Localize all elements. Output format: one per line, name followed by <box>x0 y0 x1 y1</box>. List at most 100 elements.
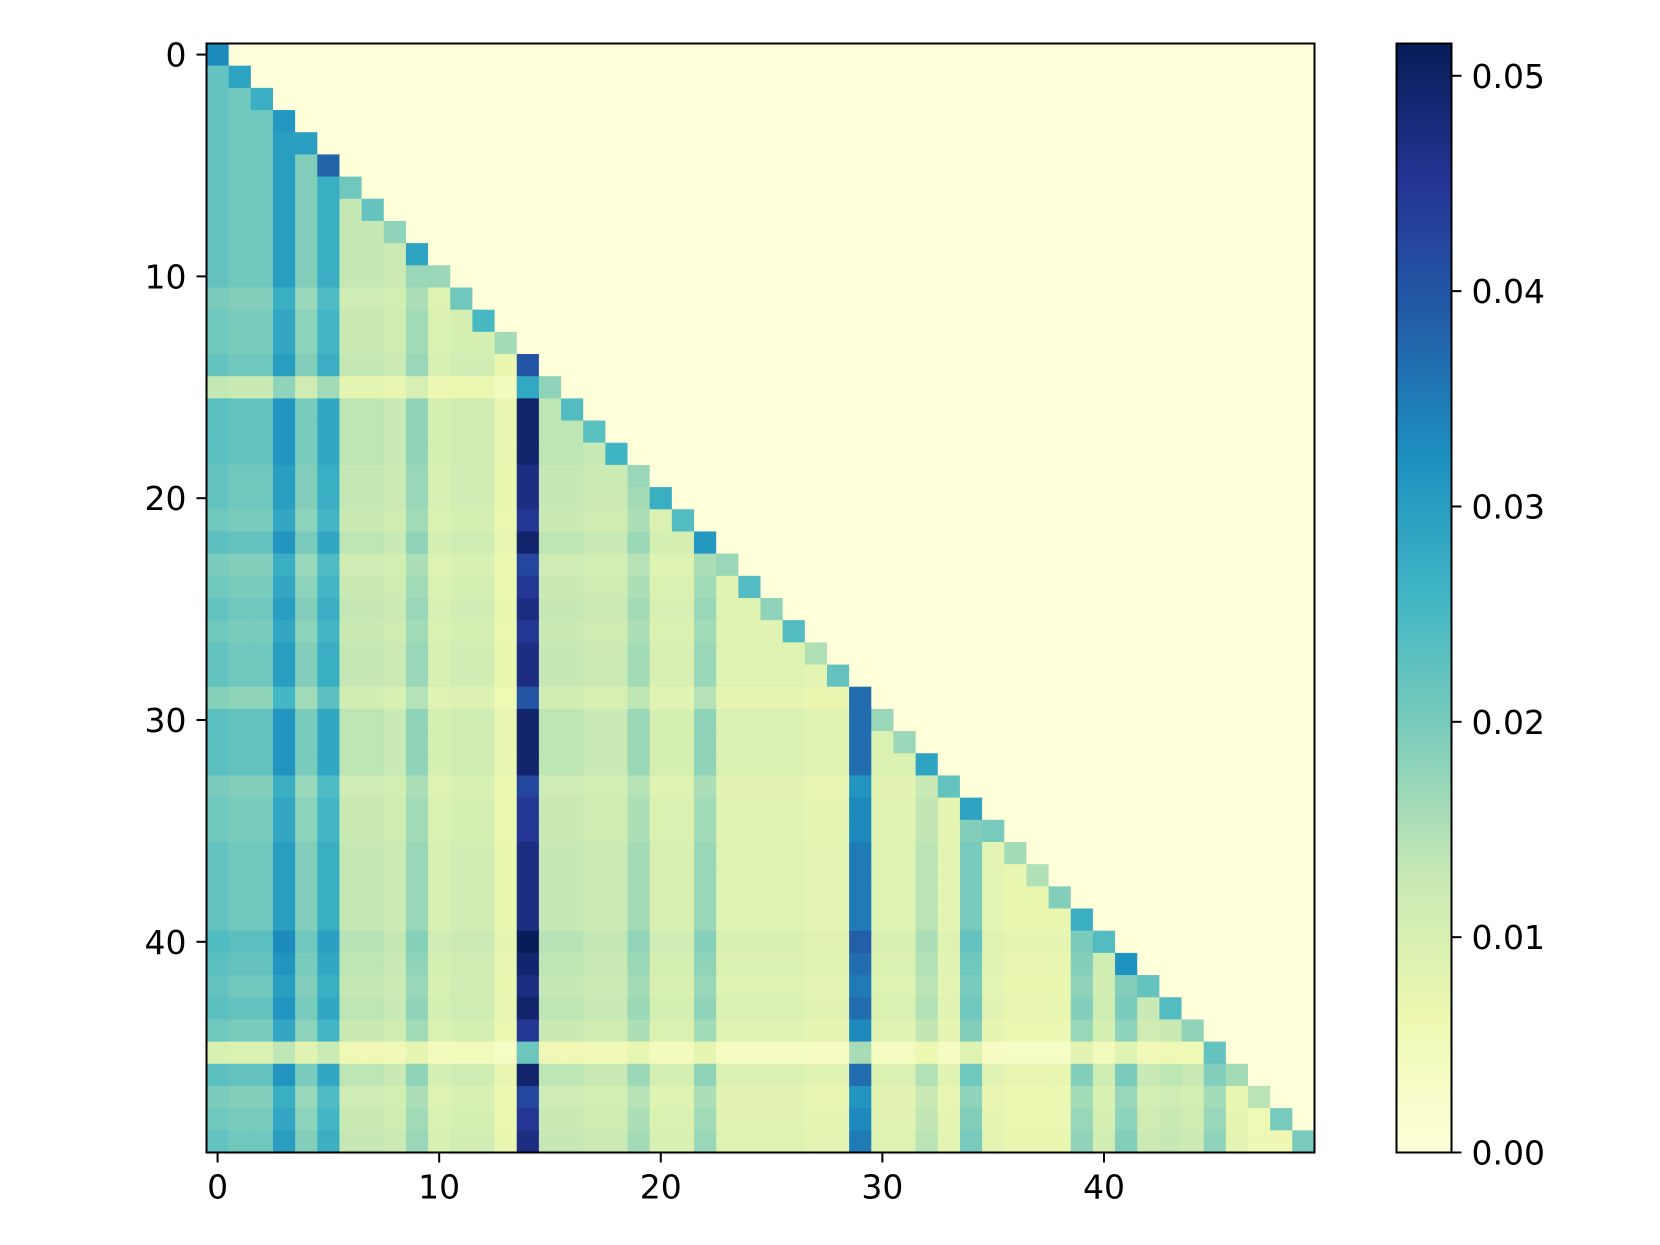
heatmap-cell <box>937 65 961 89</box>
heatmap-cell <box>295 87 318 111</box>
heatmap-cell <box>1004 997 1028 1021</box>
heatmap-cell <box>1137 1041 1160 1065</box>
heatmap-cell <box>494 642 518 666</box>
heatmap-cell <box>472 331 496 355</box>
heatmap-cell <box>694 1063 717 1087</box>
heatmap-cell <box>649 154 673 178</box>
colorbar <box>1395 42 1453 1154</box>
y-tick-label: 30 <box>145 701 187 740</box>
heatmap-cell <box>317 487 341 510</box>
heatmap-cell <box>494 952 518 976</box>
heatmap-cell <box>206 598 230 621</box>
heatmap-cell <box>405 708 429 732</box>
heatmap-cell <box>627 664 651 688</box>
heatmap-cell <box>339 110 363 133</box>
heatmap-cell <box>1048 997 1072 1021</box>
heatmap-cell <box>871 287 895 311</box>
heatmap-cell <box>295 841 318 865</box>
heatmap-cell <box>1070 154 1094 178</box>
heatmap-cell <box>1004 686 1028 710</box>
heatmap-cell <box>804 110 828 133</box>
heatmap-cell <box>1092 997 1116 1021</box>
heatmap-cell <box>1026 442 1050 466</box>
heatmap-cell <box>826 753 850 777</box>
heatmap-cell <box>738 664 762 688</box>
heatmap-cell <box>295 686 318 710</box>
heatmap-cell <box>1137 575 1160 599</box>
heatmap-cell <box>871 598 895 621</box>
heatmap-cell <box>1159 420 1183 444</box>
heatmap-cell <box>982 509 1005 533</box>
heatmap-cell <box>1181 65 1205 89</box>
heatmap-cell <box>1092 287 1116 311</box>
heatmap-cell <box>716 686 739 710</box>
heatmap-cell <box>782 110 806 133</box>
heatmap-cell <box>849 154 872 178</box>
heatmap-cell <box>1159 531 1183 555</box>
heatmap-cell <box>1292 886 1316 910</box>
heatmap-cell <box>849 708 872 732</box>
heatmap-cell <box>583 354 606 377</box>
heatmap-cell <box>1048 132 1072 155</box>
heatmap-cell <box>1070 997 1094 1021</box>
heatmap-cell <box>627 420 651 444</box>
heatmap-cell <box>1115 531 1138 555</box>
heatmap-cell <box>428 176 451 200</box>
heatmap-cell <box>583 975 606 998</box>
heatmap-cell <box>627 376 651 399</box>
heatmap-cell <box>937 775 961 799</box>
heatmap-cell <box>250 731 274 754</box>
heatmap-cell <box>339 1063 363 1087</box>
heatmap-cell <box>1048 243 1072 266</box>
heatmap-cell <box>893 708 917 732</box>
heatmap-cell <box>206 265 230 289</box>
heatmap-cell <box>849 110 872 133</box>
heatmap-cell <box>893 487 917 510</box>
heatmap-cell <box>295 331 318 355</box>
heatmap-cell <box>826 420 850 444</box>
heatmap-cell <box>959 354 983 377</box>
heatmap-cell <box>738 997 762 1021</box>
heatmap-cell <box>272 331 296 355</box>
heatmap-cell <box>339 708 363 732</box>
heatmap-cell <box>450 1130 474 1154</box>
heatmap-cell <box>1070 908 1094 932</box>
heatmap-cell <box>583 331 606 355</box>
heatmap-cell <box>383 154 407 178</box>
heatmap-cell <box>1292 753 1316 777</box>
heatmap-cell <box>671 708 695 732</box>
heatmap-cell <box>317 243 341 266</box>
heatmap-cell <box>1225 176 1249 200</box>
heatmap-cell <box>250 886 274 910</box>
heatmap-cell <box>826 1063 850 1087</box>
heatmap-cell <box>1092 398 1116 422</box>
heatmap-cell <box>1159 331 1183 355</box>
heatmap-cell <box>206 110 230 133</box>
heatmap-cell <box>826 154 850 178</box>
heatmap-cell <box>228 154 252 178</box>
heatmap-cell <box>1181 775 1205 799</box>
heatmap-cell <box>605 864 629 887</box>
heatmap-cell <box>206 952 230 976</box>
x-tick-label: 30 <box>861 1168 903 1207</box>
heatmap-cell <box>494 309 518 333</box>
heatmap-cell <box>561 43 584 67</box>
heatmap-cell <box>1159 886 1183 910</box>
heatmap-cell <box>649 87 673 111</box>
heatmap-cell <box>959 154 983 178</box>
heatmap-cell <box>760 731 784 754</box>
heatmap-cell <box>1270 620 1293 643</box>
heatmap-cell <box>361 886 385 910</box>
heatmap-cell <box>317 864 341 887</box>
heatmap-cell <box>982 265 1005 289</box>
heatmap-cell <box>228 841 252 865</box>
heatmap-cell <box>1004 1085 1028 1109</box>
heatmap-cell <box>627 442 651 466</box>
heatmap-cell <box>671 620 695 643</box>
heatmap-cell <box>1048 686 1072 710</box>
heatmap-cell <box>959 1019 983 1043</box>
heatmap-cell <box>516 198 540 222</box>
x-tick-label: 10 <box>418 1168 460 1207</box>
heatmap-cell <box>1137 975 1160 998</box>
heatmap-cell <box>1026 886 1050 910</box>
